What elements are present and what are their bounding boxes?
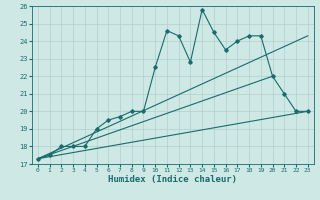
X-axis label: Humidex (Indice chaleur): Humidex (Indice chaleur) bbox=[108, 175, 237, 184]
